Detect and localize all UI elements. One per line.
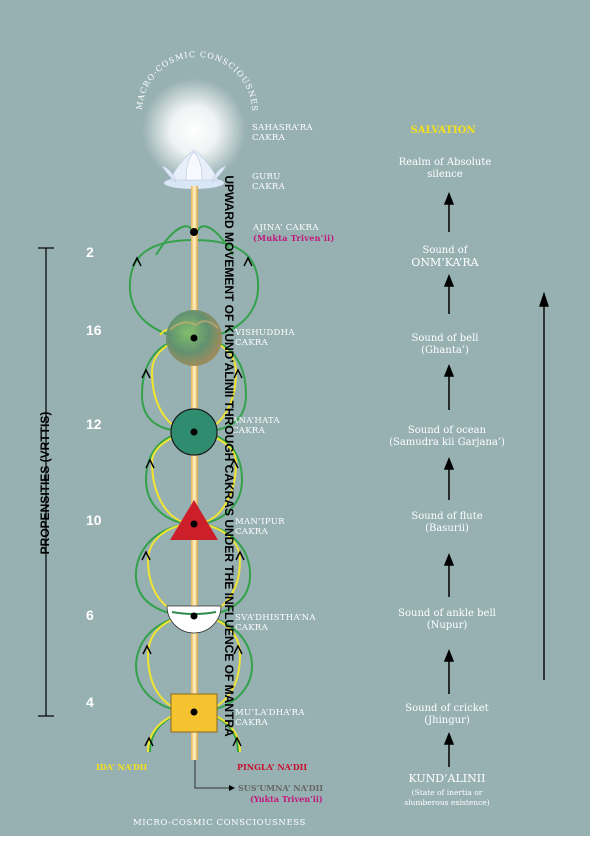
ida-nadi-label: IDA’ NA’DII: [96, 762, 148, 772]
sound-ocean-label: Sound of ocean (Samudra kii Garjana’): [389, 425, 505, 448]
sound-arrows: [443, 191, 455, 767]
propensity-count-manipura: 10: [86, 512, 102, 528]
cakra-label-guru: GURU CAKRA: [252, 172, 286, 192]
micro-cosmic-label: MICRO-COSMIC CONSCIOUSNESS: [133, 818, 306, 828]
realm-silence-label: Realm of Absolute silence: [398, 157, 492, 180]
propensity-count-vishuddha: 16: [86, 322, 102, 338]
sound-cricket-label: Sound of cricket (Jhingur): [405, 703, 489, 726]
cakra-label-muladhara: MU’LA’DHA’RA CAKRA: [235, 708, 305, 728]
cakra-center-dots: [190, 228, 198, 716]
propensities-vertical-label: PROPENSITIES (VRTTIS): [38, 411, 52, 555]
propensity-count-svadhisthana: 6: [86, 607, 94, 623]
cakra-label-anahata: ANA’HATA CAKRA: [232, 416, 280, 436]
cakra-label-sahasrara: SAHASRA’RA CAKRA: [252, 123, 313, 143]
susumna-pointer: [194, 760, 235, 791]
cakra-label-ajina: AJINA’ CAKRA (Mukta Triven’ii): [253, 223, 335, 243]
sound-ankle-bell-label: Sound of ankle bell (Nupur): [398, 608, 496, 631]
sound-bell-label: Sound of bell (Ghanta’): [411, 333, 479, 356]
propensity-count-ajina: 2: [86, 244, 94, 260]
kundalini-state-label: (State of inertia or slumberous existence…: [404, 788, 490, 807]
cakra-label-svadhisthana: SVA’DHISTHA’NA CAKRA: [235, 613, 316, 633]
pingla-nadi-label: PINGLA’ NA’DII: [237, 762, 308, 772]
susumna-sub-label: (Yukta Triven’ii): [250, 794, 323, 804]
manipura-triangle-icon: [170, 500, 218, 540]
propensity-count-muladhara: 4: [86, 694, 94, 710]
susumna-nadi-label: SUS’UMNA’ NA’DII: [238, 783, 324, 793]
lotus-icon: [161, 149, 227, 189]
salvation-label: SALVATION: [410, 125, 476, 136]
cakra-label-manipura: MAN’IPUR CAKRA: [235, 517, 285, 537]
kundalini-label: KUND’ALINII: [408, 772, 486, 785]
upward-movement-arrow: [539, 291, 549, 680]
loop-arrow-icons: [132, 256, 253, 747]
propensity-count-anahata: 12: [86, 416, 102, 432]
cakra-label-vishuddha: VISHUDDHA CAKRA: [235, 328, 295, 348]
susumna-stem: [191, 186, 198, 760]
sound-omkara-label: Sound of ONM’KA’RA: [411, 245, 479, 269]
propensities-bracket: [38, 247, 54, 717]
upward-movement-vertical-label: UPWARD MOVEMENT OF KUND’ALINII THROUGH C…: [222, 175, 236, 737]
sahasrara-glow: [142, 78, 246, 182]
sound-flute-label: Sound of flute (Basurii): [411, 511, 483, 534]
